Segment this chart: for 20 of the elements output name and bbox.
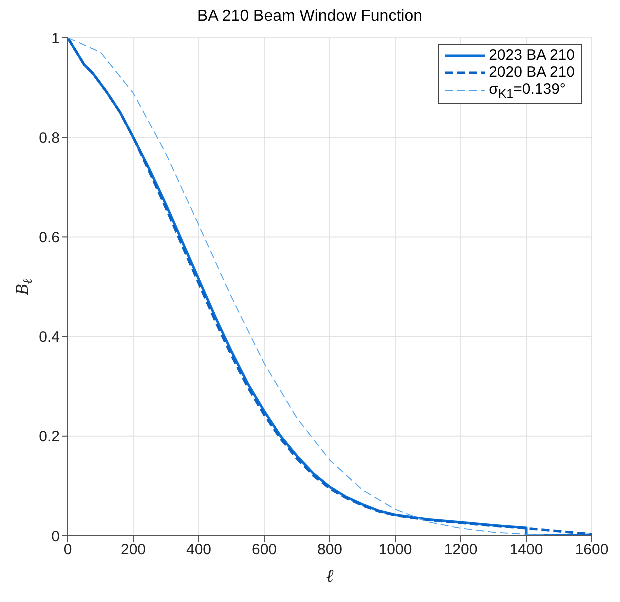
x-tick-label: 1200 bbox=[444, 542, 478, 559]
y-tick-label: 0 bbox=[52, 528, 60, 546]
y-tick-label: 0.4 bbox=[39, 329, 60, 346]
y-tick-label: 0.2 bbox=[39, 428, 60, 446]
legend-label: σ$_{K1}$=0.139° bbox=[489, 81, 566, 101]
x-tick-label: 0 bbox=[64, 542, 72, 559]
x-tick-label: 1000 bbox=[378, 542, 412, 559]
y-tick-label: 0.6 bbox=[39, 230, 60, 247]
x-axis-title: ℓ bbox=[326, 566, 334, 586]
x-tick-label: 1400 bbox=[510, 542, 544, 559]
x-tick-label: 1600 bbox=[575, 542, 609, 559]
x-tick-label: 400 bbox=[186, 542, 212, 559]
y-tick-label: 0.8 bbox=[39, 130, 60, 147]
y-tick-label: 1 bbox=[52, 30, 60, 48]
legend-label: 2020 BA 210 bbox=[489, 64, 575, 81]
legend-label: 2023 BA 210 bbox=[489, 47, 575, 64]
x-tick-label: 600 bbox=[252, 542, 278, 559]
x-tick-label: 200 bbox=[120, 542, 146, 559]
chart-title: BA 210 Beam Window Function bbox=[196, 8, 424, 27]
x-tick-label: 800 bbox=[317, 542, 343, 559]
